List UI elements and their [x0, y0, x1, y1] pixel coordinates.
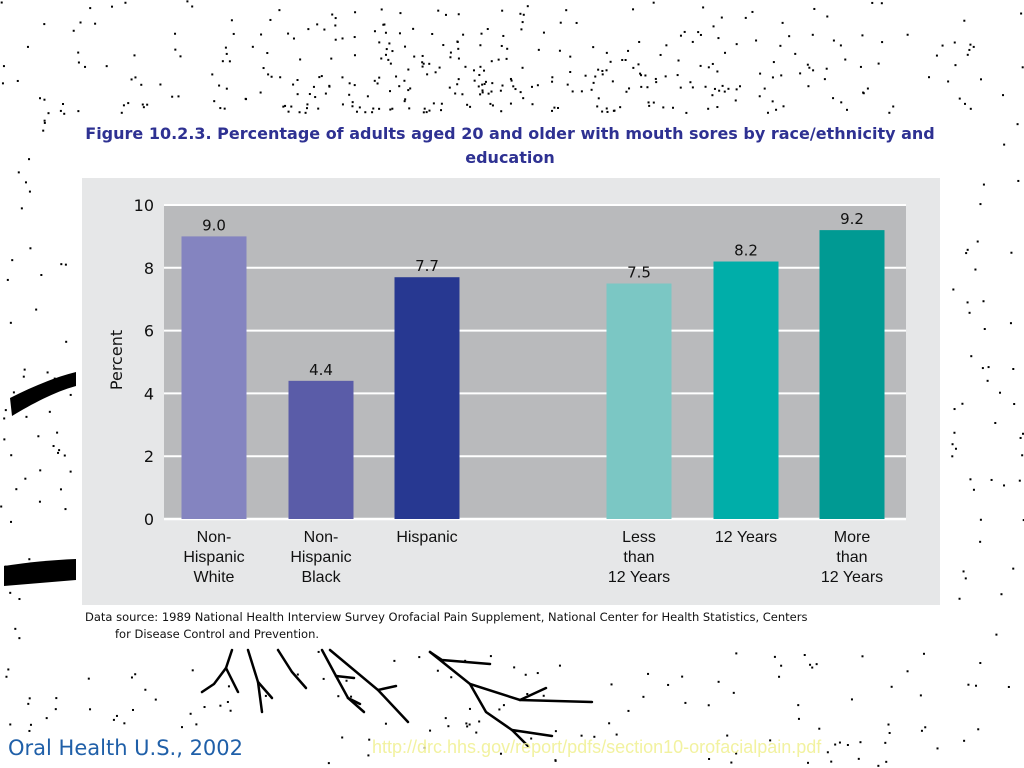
bar-value-label: 9.2 — [840, 210, 864, 228]
bar-value-label: 8.2 — [734, 242, 758, 260]
bar-value-label: 9.0 — [202, 216, 226, 234]
bar — [819, 230, 885, 519]
footer-citation: Oral Health U.S., 2002 — [8, 736, 244, 760]
category-labels: Non-Hispanic White Non-Hispanic Black Hispan… — [183, 529, 883, 586]
bar-value-label: 7.5 — [627, 264, 651, 282]
bar-value-labels: 9.0 4.4 7.7 7.5 8.2 9.2 — [202, 210, 864, 379]
y-tick-label: 2 — [144, 447, 154, 466]
category-label: Hispanic — [396, 529, 457, 546]
footer-source-link[interactable]: http://drc.hhs.gov/report/pdfs/section10… — [372, 737, 822, 757]
tree-branch-decoration — [4, 372, 76, 586]
gridlines — [164, 204, 906, 521]
bar-value-label: 4.4 — [309, 361, 333, 379]
y-tick-labels: 0 2 4 6 8 10 — [134, 196, 154, 529]
bar — [394, 277, 460, 519]
figure-title: Figure 10.2.3. Percentage of adults aged… — [85, 124, 935, 167]
bar — [181, 236, 247, 519]
category-label: 12 Years — [715, 529, 777, 546]
bar — [288, 380, 354, 519]
bar — [713, 261, 779, 519]
bars — [181, 230, 885, 519]
y-tick-label: 0 — [144, 510, 154, 529]
data-source-note: Data source: 1989 National Health Interv… — [85, 609, 945, 643]
category-label: Non-Hispanic White — [183, 529, 244, 586]
y-tick-label: 4 — [144, 384, 154, 403]
category-label: Non-Hispanic Black — [290, 529, 351, 586]
bar — [606, 283, 672, 519]
plot-area-background — [164, 205, 906, 519]
category-label: More than 12 Years — [821, 529, 883, 586]
tree-root-decoration — [200, 648, 594, 748]
y-axis-label: Percent — [107, 330, 126, 390]
bar-value-label: 7.7 — [415, 257, 439, 275]
y-tick-label: 10 — [134, 196, 154, 215]
source-line-2: for Disease Control and Prevention. — [115, 627, 320, 641]
y-tick-label: 6 — [144, 322, 154, 341]
source-line-1: Data source: 1989 National Health Interv… — [85, 610, 808, 624]
bar-chart: 0 2 4 6 8 10 9.0 4.4 7.7 7.5 8.2 9.2 Non-Hispanic W… — [82, 178, 940, 605]
category-label: Less than 12 Years — [608, 529, 670, 586]
y-tick-label: 8 — [144, 259, 154, 278]
